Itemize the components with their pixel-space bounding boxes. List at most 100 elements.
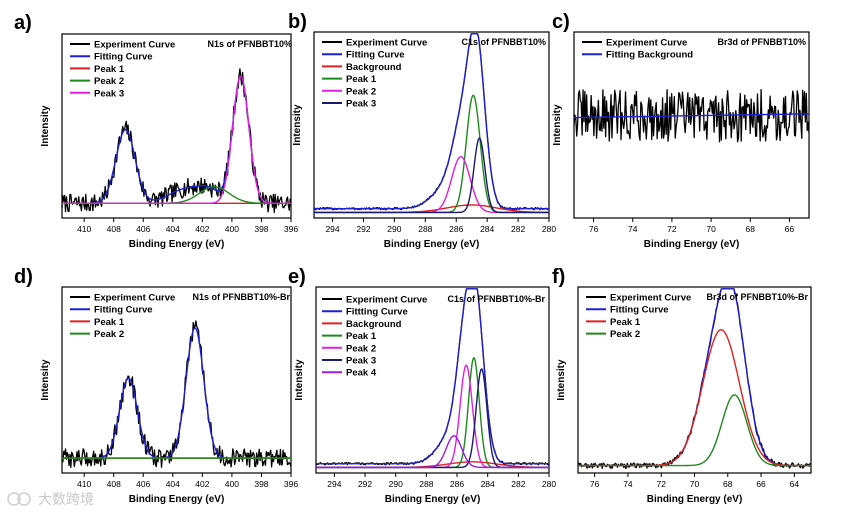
y-axis-label: Intensity xyxy=(292,104,303,146)
legend-entry: Experiment Curve xyxy=(346,295,427,306)
series-line-fitting-curve xyxy=(314,33,549,210)
series-line-peak-1 xyxy=(314,94,549,214)
legend-entry: Peak 2 xyxy=(610,329,640,340)
x-tick-label: 64 xyxy=(790,479,800,489)
x-tick-label: 408 xyxy=(107,479,121,489)
watermark-text: 大数跨境 xyxy=(38,491,94,507)
chart-title: Br3d of PFNBBT10% xyxy=(717,37,806,47)
series-line-peak-3 xyxy=(314,137,549,214)
legend-entry: Peak 1 xyxy=(94,64,125,75)
panel-label: a) xyxy=(14,12,32,34)
series-line-experiment-curve xyxy=(577,288,812,469)
legend-entry: Experiment Curve xyxy=(606,38,687,49)
legend-entry: Peak 2 xyxy=(94,76,124,87)
panel-label: c) xyxy=(552,11,570,33)
plot-frame xyxy=(61,33,292,219)
x-axis-label: Binding Energy (eV) xyxy=(129,239,225,250)
x-tick-label: 396 xyxy=(284,479,298,489)
x-tick-label: 398 xyxy=(254,479,268,489)
legend-entry: Fitting Curve xyxy=(94,52,153,63)
x-tick-label: 402 xyxy=(195,224,209,234)
legend-entry: Peak 1 xyxy=(346,331,377,342)
x-tick-label: 406 xyxy=(136,479,150,489)
x-tick-label: 280 xyxy=(542,224,556,234)
chart-title: C1s of PFNBBT10%-Br xyxy=(447,294,545,304)
x-tick-label: 76 xyxy=(590,479,600,489)
x-tick-label: 66 xyxy=(756,479,766,489)
x-axis-label: Binding Energy (eV) xyxy=(384,239,480,250)
chart-panel-c: c) 76 74 72 70 68 66 Binding Energy (eV) Intensi… xyxy=(552,11,810,250)
x-tick-label: 70 xyxy=(706,224,716,234)
x-tick-label: 282 xyxy=(511,224,525,234)
legend-entry: Experiment Curve xyxy=(610,293,691,304)
x-tick-label: 70 xyxy=(690,479,700,489)
x-tick-label: 406 xyxy=(136,224,150,234)
x-tick-label: 404 xyxy=(166,224,180,234)
y-axis-label: Intensity xyxy=(40,359,51,401)
legend-entry: Background xyxy=(346,62,402,73)
panel-label: f) xyxy=(552,266,565,288)
series-line-fitting-curve xyxy=(62,327,291,459)
panel-label: e) xyxy=(288,266,306,288)
legend-entry: Fitting Curve xyxy=(94,305,153,316)
x-tick-label: 398 xyxy=(254,224,268,234)
legend-entry: Fitting Curve xyxy=(610,305,669,316)
x-tick-label: 294 xyxy=(327,479,341,489)
y-axis-label: Intensity xyxy=(556,359,567,401)
legend-entry: Peak 4 xyxy=(346,368,377,379)
legend-entry: Fittting Curve xyxy=(346,307,408,318)
legend-entry: Experiment Curve xyxy=(94,293,175,304)
chart-title: N1s of PFNBBT10%-Br xyxy=(192,292,290,302)
y-axis-label: Intensity xyxy=(40,105,51,147)
x-tick-label: 402 xyxy=(195,479,209,489)
series-line-peak-1 xyxy=(578,329,811,467)
series-line-experiment-curve xyxy=(61,68,292,214)
x-tick-label: 400 xyxy=(225,224,239,234)
legend-entry: Fitting Background xyxy=(606,50,693,61)
legend-entry: Peak 2 xyxy=(94,329,124,340)
chart-panel-f: f) 76 74 72 70 68 66 64 Binding Energy (eV) Inten… xyxy=(552,266,812,505)
x-tick-label: 408 xyxy=(107,224,121,234)
series-line-peak-4 xyxy=(316,435,549,469)
chart-title: Br3d of PFNBBT10%-Br xyxy=(706,292,808,302)
x-tick-label: 290 xyxy=(387,224,401,234)
x-tick-label: 76 xyxy=(589,224,599,234)
legend-entry: Background xyxy=(346,319,402,330)
x-tick-label: 66 xyxy=(785,224,795,234)
y-axis-label: Intensity xyxy=(294,359,305,401)
plot-frame xyxy=(61,286,292,474)
x-tick-label: 68 xyxy=(723,479,733,489)
legend-entry: Peak 3 xyxy=(346,99,376,110)
legend-entry: Peak 1 xyxy=(94,317,125,328)
x-tick-label: 280 xyxy=(542,479,556,489)
x-axis-label: Binding Energy (eV) xyxy=(129,494,225,505)
watermark-logo-icon xyxy=(7,492,21,506)
panel-label: d) xyxy=(14,266,33,288)
legend-entry: Experiment Curve xyxy=(94,40,175,51)
watermark-logo-icon-2 xyxy=(17,492,31,506)
legend-entry: Peak 2 xyxy=(346,343,376,354)
series-line-fitting-background xyxy=(573,113,810,119)
x-tick-label: 400 xyxy=(225,479,239,489)
chart-panel-e: e) 294 292 290 288 286 284 282 280 Binding Energy… xyxy=(288,266,556,505)
x-axis-label: Binding Energy (eV) xyxy=(647,494,743,505)
legend-entry: Peak 3 xyxy=(346,356,376,367)
x-tick-label: 404 xyxy=(166,479,180,489)
x-tick-label: 74 xyxy=(623,479,633,489)
legend-entry: Fitting Curve xyxy=(346,50,405,61)
x-tick-label: 396 xyxy=(284,224,298,234)
x-tick-label: 288 xyxy=(418,224,432,234)
watermark: 大数跨境 xyxy=(7,491,94,507)
chart-title: C1s of PFNBBT10% xyxy=(461,37,546,47)
panel-label: b) xyxy=(288,11,307,33)
chart-title: N1s of PFNBBT10% xyxy=(207,39,292,49)
chart-panel-b: b) 294 292 290 288 286 284 282 280 Binding Energy… xyxy=(288,11,556,250)
x-tick-label: 286 xyxy=(449,224,463,234)
legend-entry: Experiment Curve xyxy=(346,38,427,49)
x-tick-label: 410 xyxy=(77,479,91,489)
x-tick-label: 284 xyxy=(480,224,494,234)
series-line-peak-2 xyxy=(578,394,811,467)
x-axis-label: Binding Energy (eV) xyxy=(644,239,740,250)
x-tick-label: 292 xyxy=(358,479,372,489)
